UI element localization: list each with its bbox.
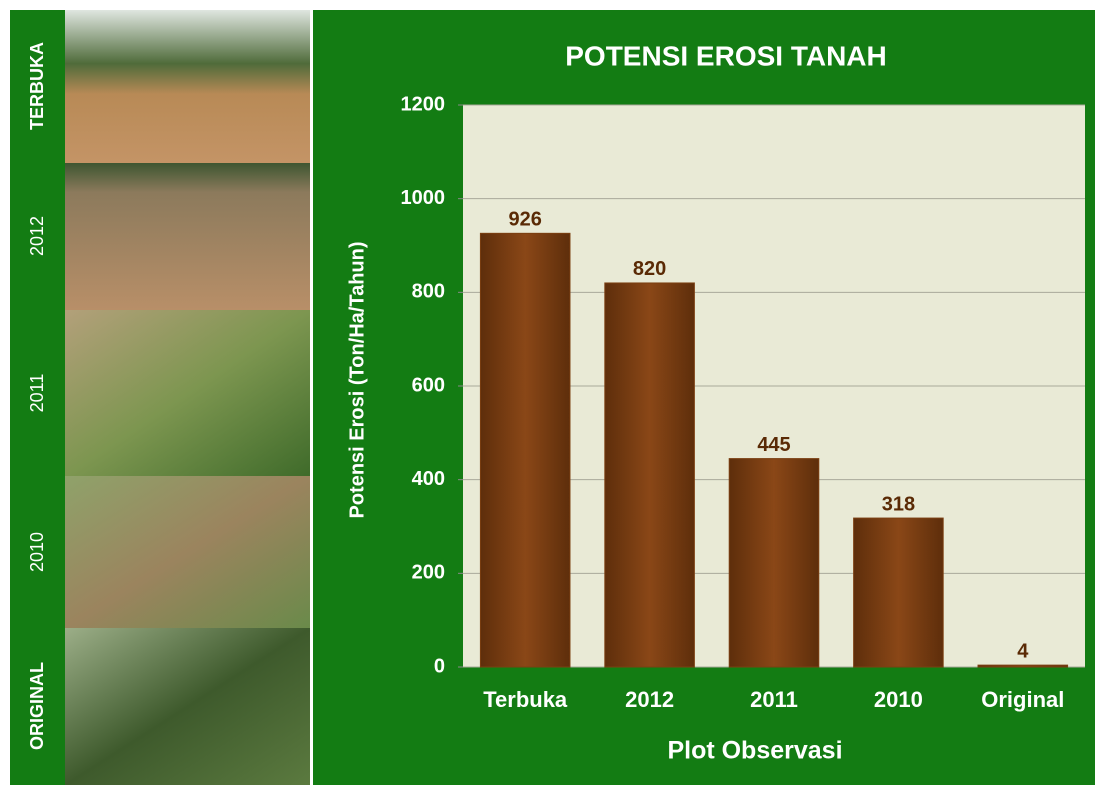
y-tick-label: 400 [412,468,445,490]
y-tick-label: 800 [412,281,445,303]
photo [65,628,310,785]
x-tick-label: 2010 [874,687,923,712]
y-tick-label: 1200 [401,93,446,115]
photo [65,476,310,628]
photo-label: 2012 [27,216,47,256]
y-tick-label: 1000 [401,187,446,209]
y-tick-label: 200 [412,562,445,584]
data-label: 4 [1017,640,1029,662]
photo-label: 2010 [27,532,47,572]
x-axis-label: Plot Observasi [667,737,842,765]
x-tick-label: Original [981,687,1064,712]
photo [65,163,310,310]
bar [978,665,1068,667]
y-axis-label: Potensi Erosi (Ton/Ha/Tahun) [346,241,368,518]
data-label: 926 [509,209,542,231]
data-label: 445 [757,434,790,456]
data-label: 318 [882,493,915,515]
bar [480,233,570,667]
bar [605,283,695,667]
x-tick-label: 2012 [625,687,674,712]
chart-title: POTENSI EROSI TANAH [565,40,887,71]
photo [65,310,310,476]
data-label: 820 [633,258,666,280]
bar [729,459,819,667]
bar [854,518,944,667]
y-tick-label: 600 [412,374,445,396]
x-tick-label: 2011 [750,687,798,712]
page: TERBUKA 2012 2011 2010 ORIGINAL POTENSI … [0,0,1099,785]
photo [65,10,310,163]
photo-label: 2011 [27,374,47,413]
y-tick-label: 0 [434,655,445,677]
photo-label: TERBUKA [27,42,47,130]
photo-label: ORIGINAL [27,662,47,750]
x-tick-label: Terbuka [483,687,568,712]
